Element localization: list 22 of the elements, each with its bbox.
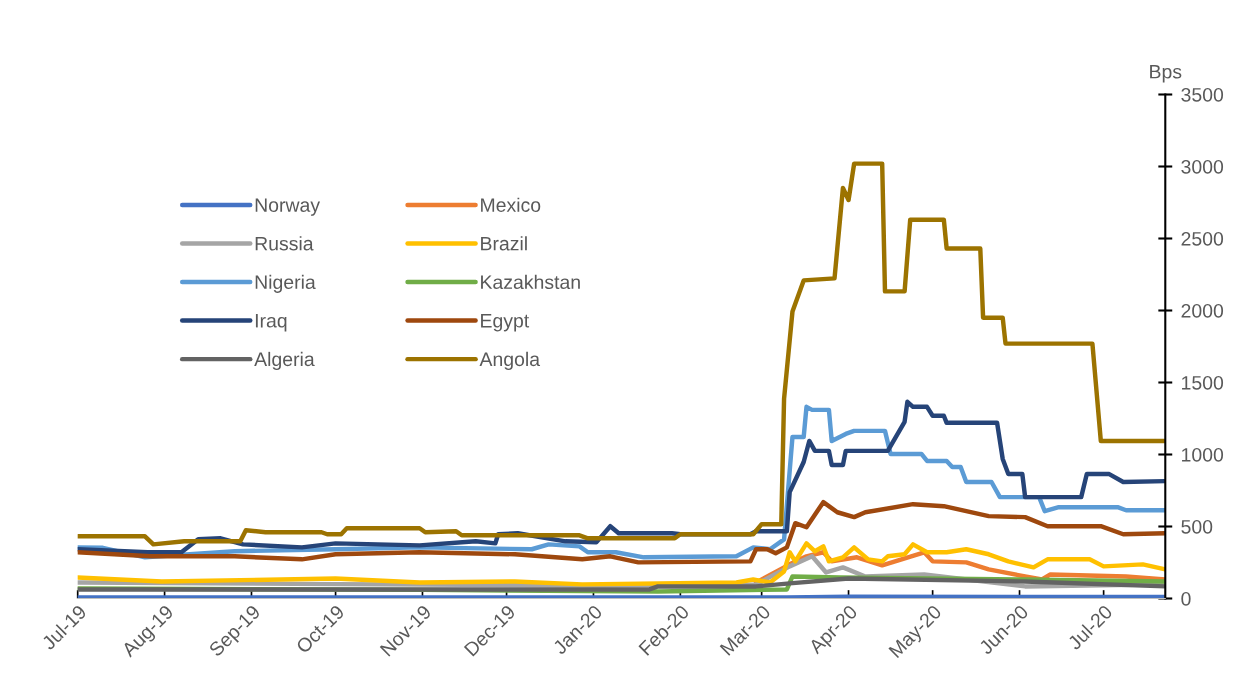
y-tick-label: 3500 <box>1181 87 1224 102</box>
legend-label: Mexico <box>481 197 541 212</box>
line-series <box>77 161 1166 547</box>
legend-label: Nigeria <box>255 274 316 293</box>
y-tick-label: 2500 <box>1181 231 1224 246</box>
legend-label: Kazakhstan <box>481 274 580 290</box>
y-axis-title: Bps <box>1150 64 1182 83</box>
legend-label: Norway <box>255 198 321 216</box>
legend-label: Egypt <box>481 314 530 332</box>
legend-label: Russia <box>255 236 314 251</box>
line-series <box>77 541 1166 587</box>
y-tick-label: 0 <box>1181 591 1191 606</box>
legend-label: Brazil <box>481 236 527 251</box>
y-tick-label: 1500 <box>1182 375 1224 390</box>
legend-label: Angola <box>479 351 541 370</box>
y-tick-label: 3000 <box>1181 159 1224 174</box>
y-tick-label: 1000 <box>1182 447 1224 462</box>
y-tick-label: 500 <box>1181 519 1213 534</box>
legend-label: Algeria <box>254 351 315 370</box>
legend-label: Iraq <box>255 314 287 332</box>
line-series <box>77 499 1166 565</box>
y-tick-label: 2000 <box>1181 303 1224 318</box>
